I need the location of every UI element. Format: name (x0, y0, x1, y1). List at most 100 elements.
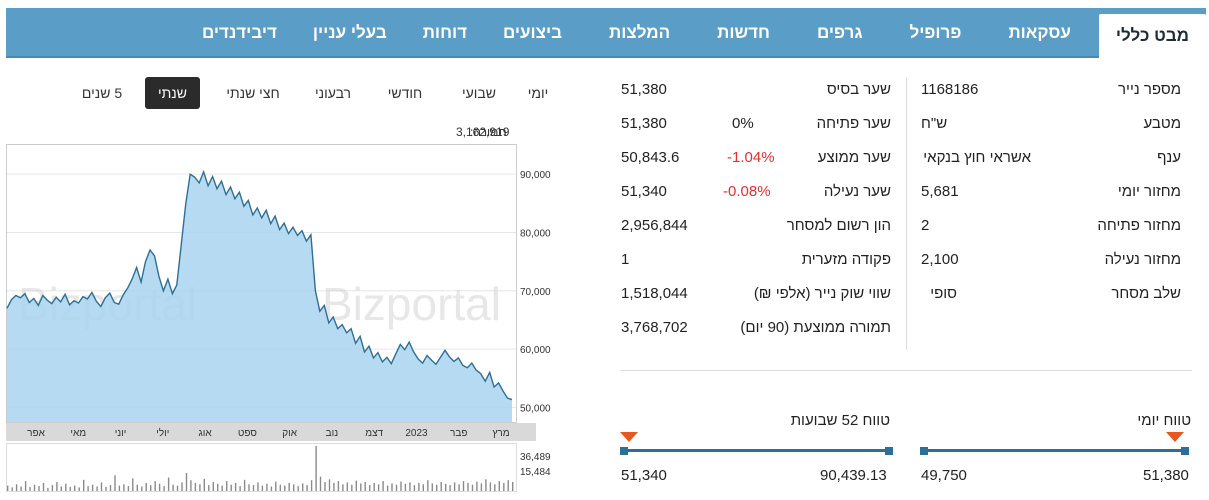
tab-performance[interactable]: ביצועים (503, 23, 563, 42)
x-tick-label: דצמ (365, 428, 383, 439)
weekly52-range-high-dot (885, 447, 893, 455)
tab-reports[interactable]: דוחות (422, 23, 467, 42)
volume-bar (69, 486, 71, 491)
volume-bar (471, 484, 474, 491)
x-tick-label: יוני (115, 428, 127, 439)
volume-bar (386, 485, 389, 491)
volume-bar (297, 486, 299, 492)
volume-label: תמורה: (470, 125, 507, 139)
x-tick-label: מרץ (492, 428, 509, 439)
volume-bar (105, 486, 107, 491)
change-opening-price: 0% (732, 115, 754, 132)
period-daily[interactable]: יומי (527, 85, 549, 101)
volume-bar (83, 479, 85, 492)
weekly52-range-low: 51,340 (621, 467, 667, 484)
tab-bar: מבט כללי עסקאות פרופיל גרפים חדשות המלצו… (6, 8, 1206, 58)
volume-bar (56, 482, 58, 491)
volume-bar (114, 475, 116, 491)
volume-bar (74, 485, 76, 491)
label-opening-price: שער פתיחה (816, 115, 891, 132)
period-5-years[interactable]: 5 שנים (81, 85, 123, 101)
label-base-price: שער בסיס (826, 81, 891, 98)
price-chart-svg: Bizportal Bizportal 90,00080,00070,00060… (6, 144, 551, 492)
x-tick-label: ספט (238, 428, 258, 439)
period-monthly[interactable]: חודשי (387, 85, 423, 101)
x-tick-label: מאי (70, 428, 86, 439)
label-minimum-order: פקודה מזערית (801, 251, 891, 268)
tab-news[interactable]: חדשות (717, 23, 770, 42)
volume-bar (284, 485, 286, 491)
y-tick-label: 60,000 (520, 345, 551, 356)
value-currency: ש"ח (921, 115, 948, 132)
volume-bar (346, 482, 348, 491)
tab-dividends[interactable]: דיבידנדים (202, 23, 277, 42)
volume-bar (462, 481, 465, 491)
price-line (6, 169, 513, 401)
volume-bar (87, 486, 89, 492)
volume-bar (226, 481, 228, 491)
period-half-year[interactable]: חצי שנתי (226, 85, 280, 101)
period-yearly[interactable]: שנתי (145, 77, 200, 109)
value-closing-price: 51,340 (621, 183, 667, 200)
volume-bar (127, 486, 130, 492)
volume-bar (150, 485, 152, 491)
volume-bar (65, 483, 67, 491)
volume-bar (328, 479, 331, 491)
period-quarterly[interactable]: רבעוני (314, 85, 352, 101)
tab-profile[interactable]: פרופיל (909, 23, 962, 42)
label-sector: ענף (1157, 149, 1181, 166)
daily-range-high: 51,380 (1143, 467, 1189, 484)
volume-bar (373, 482, 375, 491)
volume-caption: תמורה: (470, 125, 507, 139)
y-tick-label: 80,000 (520, 228, 551, 239)
volume-bar (485, 479, 487, 491)
volume-bar (203, 478, 205, 492)
volume-bar (167, 477, 170, 491)
volume-bar (337, 481, 340, 491)
volume-bar (467, 482, 469, 491)
volume-bar (270, 486, 273, 491)
volume-bar (38, 486, 40, 492)
volume-bar (503, 482, 505, 491)
tab-overview[interactable]: מבט כללי (1098, 14, 1206, 58)
value-minimum-order: 1 (621, 251, 630, 268)
volume-tick-label: 15,484 (520, 467, 551, 478)
volume-bar (351, 484, 353, 491)
volume-bar (109, 485, 112, 491)
tab-stakeholders[interactable]: בעלי עניין (312, 23, 387, 42)
price-chart[interactable]: Bizportal Bizportal 90,00080,00070,00060… (6, 144, 558, 494)
volume-bar (306, 485, 308, 491)
volume-bar (342, 484, 344, 492)
weekly52-range-marker-icon (620, 432, 638, 442)
daily-range-high-dot (1181, 447, 1189, 455)
x-tick-label: אפר (27, 428, 45, 439)
volume-bar (360, 483, 362, 492)
volume-bar (409, 482, 411, 491)
period-weekly[interactable]: שבועי (461, 85, 496, 101)
value-opening-price: 51,380 (621, 115, 667, 132)
label-trading-stage: שלב מסחר (1111, 285, 1181, 302)
tab-transactions[interactable]: עסקאות (1008, 23, 1071, 42)
volume-bar (422, 484, 424, 492)
daily-range-marker-icon (1166, 432, 1184, 442)
volume-bar (243, 479, 246, 492)
volume-bars (7, 446, 514, 492)
volume-bar (176, 485, 179, 491)
volume-bar (400, 481, 402, 491)
volume-bar (458, 484, 460, 492)
value-opening-turnover: 2 (921, 217, 930, 234)
volume-bar (118, 485, 121, 491)
tab-recommendations[interactable]: המלצות (609, 23, 671, 42)
volume-bar (96, 486, 98, 491)
label-closing-turnover: מחזור נעילה (1104, 251, 1181, 268)
weekly52-range-high: 90,439.13 (820, 467, 887, 484)
volume-bar (51, 485, 54, 491)
tab-graphs[interactable]: גרפים (816, 23, 863, 42)
volume-bar (377, 484, 380, 492)
volume-ticks: 36,489 15,484 (520, 452, 551, 478)
volume-bar (333, 482, 335, 491)
volume-bar (310, 480, 313, 491)
volume-bar (507, 480, 509, 491)
volume-bar (302, 483, 304, 492)
volume-bar (418, 482, 420, 491)
